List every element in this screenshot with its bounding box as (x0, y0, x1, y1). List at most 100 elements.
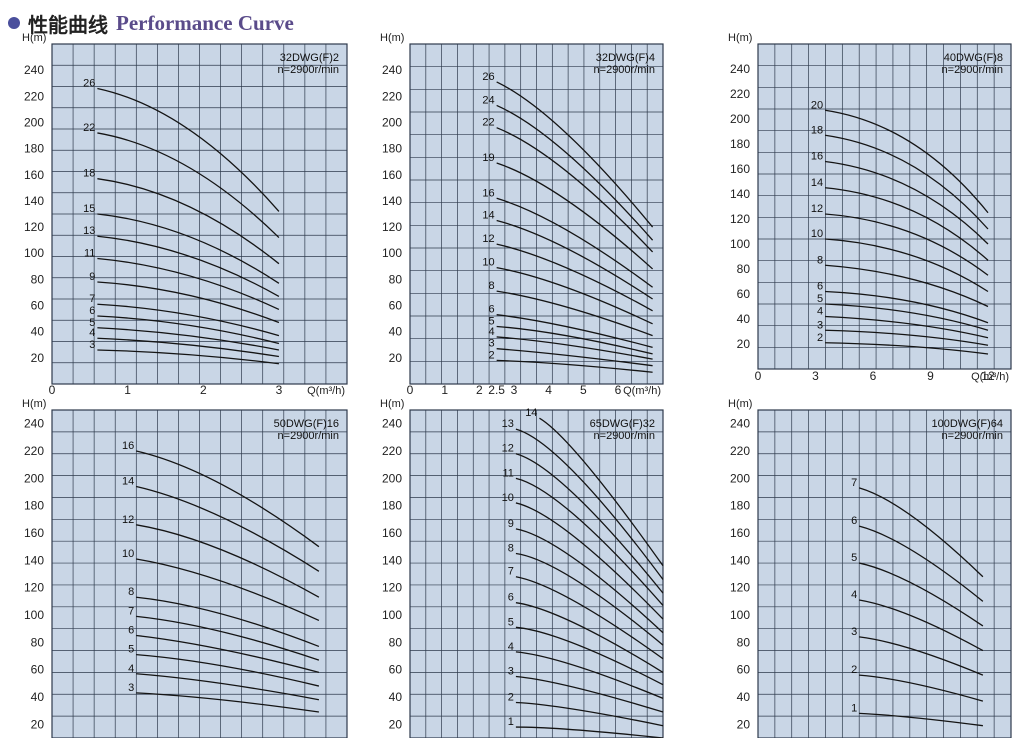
series-curve (136, 524, 320, 598)
series-label: 5 (489, 315, 495, 327)
series-curve (496, 359, 653, 373)
y-tick-label: 220 (24, 89, 44, 103)
model-label: 40DWG(F)8 (944, 52, 1003, 64)
y-tick-label: 140 (730, 187, 750, 201)
series-curve (496, 197, 653, 288)
y-tick-label: 100 (24, 608, 44, 622)
series-curve (859, 599, 984, 652)
series-curve (136, 485, 320, 572)
series-label: 14 (122, 476, 134, 488)
series-curve (515, 651, 664, 699)
series-curve (825, 329, 989, 346)
series-label: 26 (83, 77, 95, 89)
y-tick-label: 80 (389, 635, 403, 649)
series-label: 11 (502, 467, 513, 479)
series-curve (825, 264, 989, 308)
speed-label: n=2900r/min (278, 430, 339, 442)
y-tick-label: 100 (24, 246, 44, 260)
series-curve (136, 558, 320, 622)
y-tick-label: 120 (730, 212, 750, 226)
y-tick-label: 240 (730, 62, 750, 76)
series-label: 6 (89, 305, 95, 317)
x-tick-label: 2 (476, 383, 483, 397)
series-label: 10 (811, 228, 823, 240)
x-tick-label: 0 (407, 383, 414, 397)
y-axis-label: H(m) (380, 398, 404, 410)
series-curve (824, 134, 989, 230)
series-curve (859, 525, 984, 602)
series-label: 26 (482, 71, 494, 83)
speed-label: n=2900r/min (278, 64, 339, 76)
section-header: 性能曲线 Performance Curve (8, 8, 294, 38)
y-tick-label: 140 (24, 194, 44, 208)
series-label: 1 (508, 716, 514, 728)
series-curve (496, 81, 654, 228)
x-tick-label: 4 (545, 383, 552, 397)
series-label: 10 (482, 257, 494, 269)
series-label: 20 (811, 99, 823, 111)
series-curve (496, 219, 653, 300)
model-label: 65DWG(F)32 (590, 418, 655, 430)
series-curve (496, 314, 653, 349)
y-tick-label: 80 (31, 635, 45, 649)
y-tick-label: 20 (737, 337, 751, 351)
speed-label: n=2900r/min (594, 64, 655, 76)
series-curve (825, 187, 989, 261)
series-label: 10 (122, 548, 134, 560)
y-tick-label: 40 (31, 690, 45, 704)
series-label: 12 (122, 514, 134, 526)
series-label: 5 (508, 616, 514, 628)
series-curve (496, 348, 653, 367)
series-label: 1 (851, 702, 857, 714)
y-tick-label: 200 (24, 471, 44, 485)
series-curve (496, 290, 653, 337)
y-tick-label: 100 (382, 246, 402, 260)
y-tick-label: 120 (24, 581, 44, 595)
series-label: 19 (482, 152, 494, 164)
y-tick-label: 60 (389, 663, 403, 677)
y-tick-label: 80 (31, 272, 45, 286)
series-label: 14 (482, 210, 494, 222)
series-curve (97, 281, 280, 324)
x-tick-label: 2 (200, 383, 207, 397)
model-label: 100DWG(F)64 (931, 418, 1003, 430)
series-curve (859, 487, 984, 578)
x-tick-label: 1 (441, 383, 448, 397)
series-label: 16 (482, 187, 494, 199)
section-title-chinese: 性能曲线 (28, 12, 108, 37)
series-label: 10 (502, 492, 514, 504)
series-curve (824, 109, 989, 214)
series-label: 14 (525, 407, 537, 419)
x-axis-label: Q(m³/h) (971, 371, 1009, 383)
series-curve (136, 596, 320, 648)
series-curve (97, 337, 280, 358)
y-tick-label: 200 (24, 115, 44, 129)
y-tick-label: 80 (737, 262, 751, 276)
y-tick-label: 20 (31, 717, 45, 731)
y-axis-label: H(m) (728, 32, 752, 44)
x-tick-label: 2.5 (488, 383, 505, 397)
series-label: 18 (811, 124, 823, 136)
y-tick-label: 100 (382, 608, 402, 622)
series-label: 15 (83, 203, 95, 215)
x-tick-label: 9 (927, 369, 934, 383)
series-label: 4 (89, 327, 95, 339)
bullet-icon (8, 17, 20, 29)
x-tick-label: 12 (981, 369, 995, 383)
series-curve (515, 576, 664, 660)
series-label: 8 (817, 254, 823, 266)
series-curve (496, 325, 653, 355)
series-label: 4 (508, 641, 514, 653)
series-curve (515, 626, 664, 686)
y-tick-label: 200 (730, 112, 750, 126)
series-label: 2 (817, 332, 823, 344)
series-curve (496, 104, 654, 241)
x-tick-label: 0 (49, 383, 56, 397)
series-curve (496, 266, 653, 325)
y-tick-label: 180 (730, 499, 750, 513)
y-tick-label: 120 (382, 220, 402, 234)
series-curve (97, 303, 280, 337)
